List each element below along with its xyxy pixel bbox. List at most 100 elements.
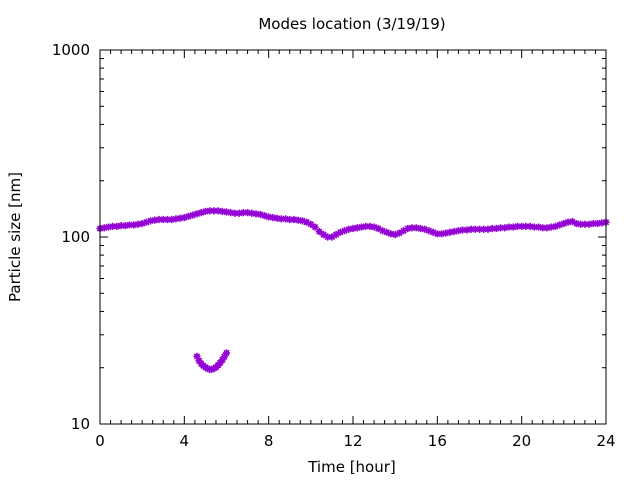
mode-1-point [387,230,395,238]
mode-1-point [134,220,142,228]
mode-1-point [421,225,429,233]
mode-1-point [518,222,526,230]
mode-1-point [383,228,391,236]
mode-1-point [395,229,403,237]
plot-frame [99,49,607,425]
mode-1-point [121,222,129,230]
mode-1-point [454,227,463,235]
mode-1-point [496,224,505,232]
mode-1-point [184,212,193,220]
mode-1-point [117,222,125,230]
mode-1-point [450,227,458,236]
mode-1-point [273,214,281,222]
chart-title: Modes location (3/19/19) [258,15,445,33]
mode-1-point [210,207,218,215]
mode-1-point [572,219,581,228]
mode-1-point [227,209,235,217]
mode-1-point [366,222,374,230]
mode-1-point [568,217,576,226]
mode-1-point [374,224,382,233]
x-tick-label: 4 [180,432,190,450]
mode-1-point [539,224,547,232]
mode-1-point [159,215,167,224]
mode-1-point [130,221,138,229]
mode-1-point [100,224,108,232]
mode-1-point [151,216,159,224]
mode-1-point [172,215,180,223]
mode-1-point [400,227,408,235]
mode-1-point [467,225,475,233]
mode-1-point [551,222,559,230]
mode-1-point [218,207,226,216]
x-tick-label: 24 [596,432,615,450]
y-axis-label: Particle size [nm] [6,172,24,302]
mode-1-point [391,230,399,239]
axis-ticks: 0 4 8 12 16 20 24 10 100 1000 [52,41,616,450]
mode-2-point [203,364,212,373]
x-tick-label: 0 [95,432,105,450]
mode-1-point [193,210,201,218]
mode-1-point [222,208,231,216]
mode-1-point [269,213,277,222]
mode-1-point [526,222,534,230]
mode-1-point [138,219,146,228]
y-tick-label: 10 [71,415,90,433]
y-tick-label: 100 [61,228,90,246]
mode-1-point [416,224,425,233]
mode-1-point [556,221,564,229]
mode-1-point [332,230,340,239]
mode-1-point [459,226,467,234]
mode-1-point [315,227,323,236]
mode-1-point [311,223,319,231]
mode-1-point [543,224,551,232]
mode-1-point [564,218,572,226]
mode-1-point [235,209,243,217]
mode-1-point [206,207,214,215]
mode-1-point [256,210,264,219]
mode-1-point [294,216,302,224]
mode-1-point [142,218,150,226]
mode-1-point [168,215,176,224]
mode-1-point [290,215,298,224]
mode-1-point [286,215,294,224]
mode-1-point [362,222,370,230]
mode-1-point [328,233,336,241]
mode-1-point [577,220,585,228]
mode-1-point [113,222,121,230]
mode-1-point [585,220,593,228]
mode-1-point [104,223,113,231]
x-tick-label: 20 [512,432,531,450]
mode-1-point [475,225,484,233]
mode-1-point [324,233,332,241]
mode-1-point [534,223,543,231]
mode-1-point [155,215,163,224]
mode-1-point [378,227,387,235]
mode-1-point [260,212,269,220]
mode-1-point [163,215,172,224]
mode-1-point [319,230,328,239]
x-tick-label: 16 [428,432,447,450]
mode-1-point [509,223,517,231]
mode-1-point [429,228,437,236]
mode-1-point [189,211,197,219]
mode-1-point [239,209,247,217]
mode-1-point [147,217,155,225]
x-axis-label: Time [hour] [307,458,396,476]
mode-2-point [218,356,226,364]
mode-1-point [581,220,589,228]
mode-1-point [231,209,239,217]
y-tick-label: 1000 [52,41,90,59]
mode-1-point [589,219,597,228]
mode-1-point [404,224,412,233]
mode-1-point [471,225,479,233]
mode-1-point [303,218,311,226]
mode-1-point [492,224,500,233]
mode-1-point [353,224,361,232]
mode-1-point [243,209,252,217]
mode-1-point [484,225,492,233]
mode-1-point [180,213,188,222]
mode-1-point [560,219,568,228]
mode-1-point [593,219,602,228]
mode-1-point [513,222,522,230]
